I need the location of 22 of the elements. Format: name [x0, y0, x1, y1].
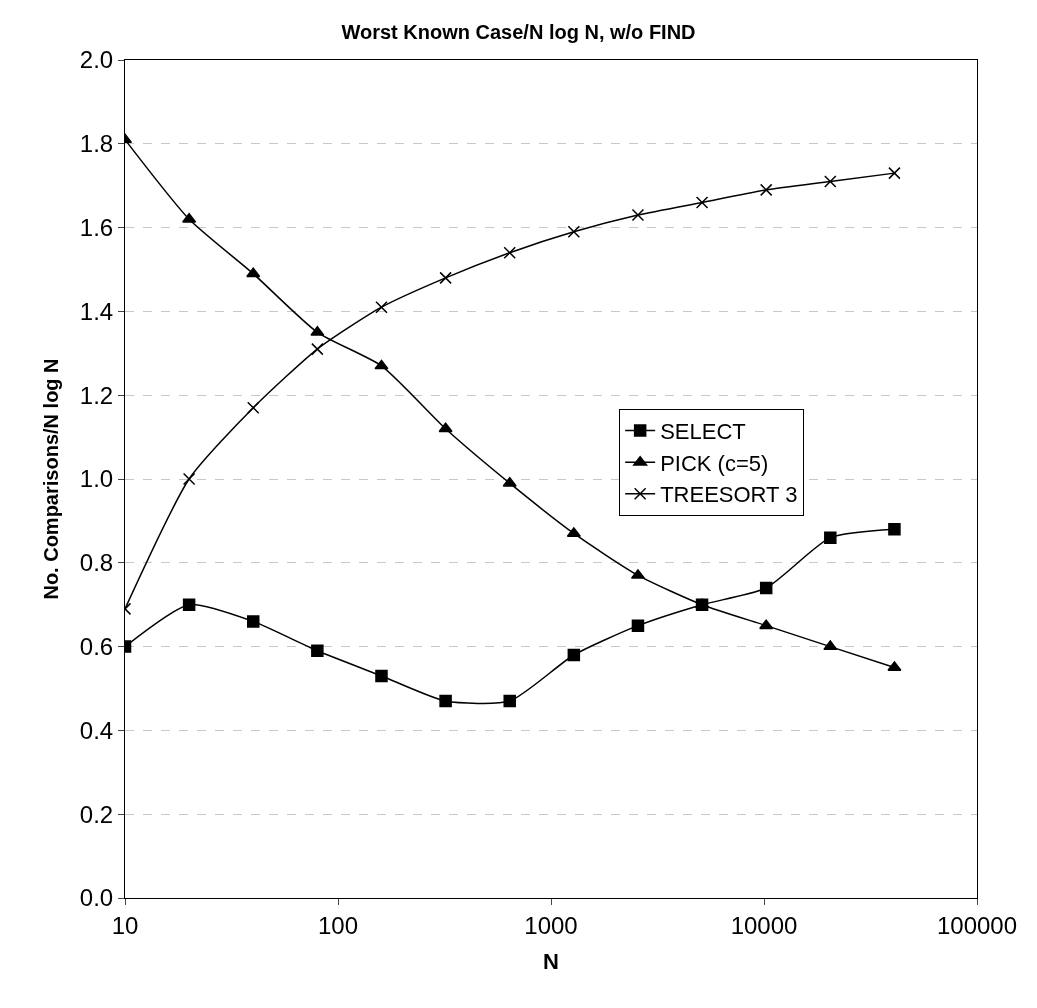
- chart-title: Worst Known Case/N log N, w/o FIND: [341, 21, 696, 44]
- y-axis-title: No. Comparisons/N log N: [40, 358, 63, 600]
- x-tick-label: 10: [111, 911, 139, 939]
- y-tick-label: 0.0: [79, 884, 114, 912]
- x-axis-title: N: [543, 948, 559, 974]
- y-tick-label: 1.0: [79, 465, 114, 493]
- x-tick-label: 10000: [730, 911, 798, 939]
- x-tick-label: 100: [317, 911, 359, 939]
- legend-label: PICK (c=5): [660, 450, 769, 476]
- y-tick-label: 1.4: [79, 297, 114, 325]
- y-tick-label: 0.6: [79, 633, 114, 660]
- y-tick-label: 1.8: [79, 130, 114, 158]
- y-tick-label: 0.4: [79, 716, 114, 744]
- y-tick-label: 1.6: [79, 214, 114, 241]
- legend-label: SELECT: [660, 419, 746, 445]
- legend-label: TREESORT 3: [660, 482, 798, 508]
- y-tick-label: 0.2: [79, 800, 114, 828]
- y-tick-label: 2.0: [79, 46, 114, 74]
- y-tick-label: 1.2: [79, 381, 114, 409]
- x-tick-label: 100000: [936, 911, 1018, 939]
- y-tick-label: 0.8: [79, 549, 114, 577]
- x-tick-label: 1000: [524, 911, 578, 939]
